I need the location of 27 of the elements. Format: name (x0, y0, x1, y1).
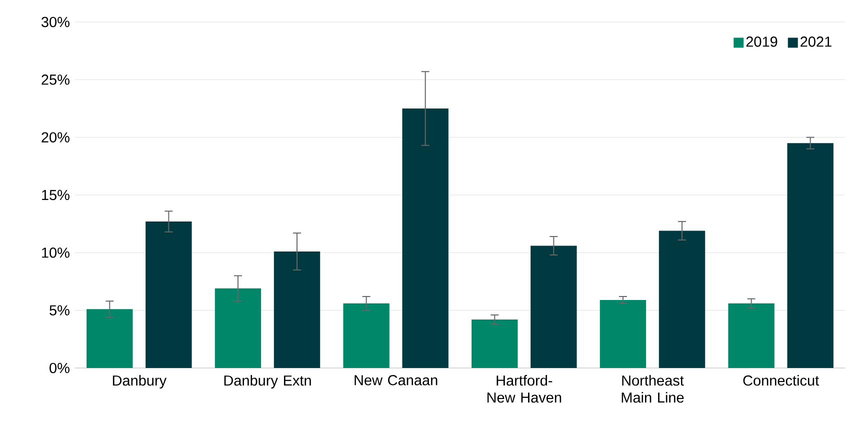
bar (402, 108, 448, 368)
bar (472, 320, 518, 368)
y-tick-label: 25% (42, 74, 70, 85)
bar (146, 222, 192, 368)
legend-label: 2021 (800, 36, 832, 47)
bar (787, 143, 834, 368)
y-tick-label: 0% (50, 362, 70, 374)
x-tick-label: Connecticut (743, 375, 819, 386)
bar (274, 252, 320, 368)
x-tick-label: Danbury (112, 375, 167, 389)
bar (530, 246, 577, 368)
y-tick-label: 20% (42, 132, 70, 142)
y-tick-label: 15% (42, 190, 70, 200)
bar (214, 288, 262, 368)
bar (658, 230, 706, 368)
x-tick-label: Hartford-New Haven (487, 375, 562, 403)
y-tick-label: 10% (42, 248, 70, 258)
bar (728, 303, 774, 368)
legend-label: 2019 (746, 36, 778, 47)
x-tick-label: Danbury Extn (224, 375, 311, 389)
x-tick-label: New Canaan (354, 375, 438, 386)
bar (86, 309, 133, 368)
y-tick-label: 30% (41, 16, 70, 28)
x-tick-label: Northeast Main Line (622, 375, 684, 403)
bar (600, 300, 646, 368)
bar (343, 303, 390, 368)
y-tick-label: 5% (50, 305, 70, 316)
